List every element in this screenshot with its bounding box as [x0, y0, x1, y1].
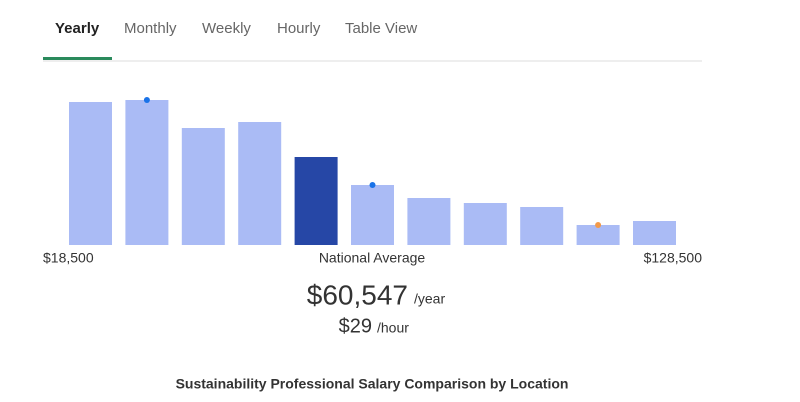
bar: [407, 198, 451, 245]
bar: [125, 100, 169, 245]
bar: [181, 128, 225, 245]
tab[interactable]: Yearly: [55, 20, 100, 37]
tab-bar: Yearly Monthly Weekly Hourly Table View: [43, 20, 417, 60]
min-label: $18,500: [43, 250, 94, 266]
bar: [238, 122, 282, 245]
hourly-salary: $29: [339, 315, 372, 337]
chart-title: Sustainability Professional Salary Compa…: [176, 376, 569, 392]
active-tab-indicator: [43, 57, 112, 60]
bar-marker: [595, 222, 602, 228]
tab[interactable]: Table View: [345, 20, 417, 37]
chart: [69, 97, 676, 245]
bar-marker: [143, 97, 150, 103]
hour-unit: /hour: [377, 320, 409, 336]
year-unit: /year: [414, 291, 445, 307]
bar: [576, 225, 620, 245]
bar: [520, 207, 564, 245]
bar: [69, 102, 112, 245]
bar-marker: [369, 182, 376, 188]
bar: [294, 157, 338, 245]
tab[interactable]: Monthly: [124, 20, 177, 37]
tab[interactable]: Hourly: [277, 20, 321, 37]
max-label: $128,500: [644, 250, 703, 266]
bar: [463, 203, 507, 245]
highlight-label: National Average: [319, 250, 426, 266]
tab[interactable]: Weekly: [202, 20, 251, 37]
yearly-salary: $60,547: [307, 279, 408, 310]
bar: [351, 185, 394, 245]
bar: [633, 221, 676, 245]
